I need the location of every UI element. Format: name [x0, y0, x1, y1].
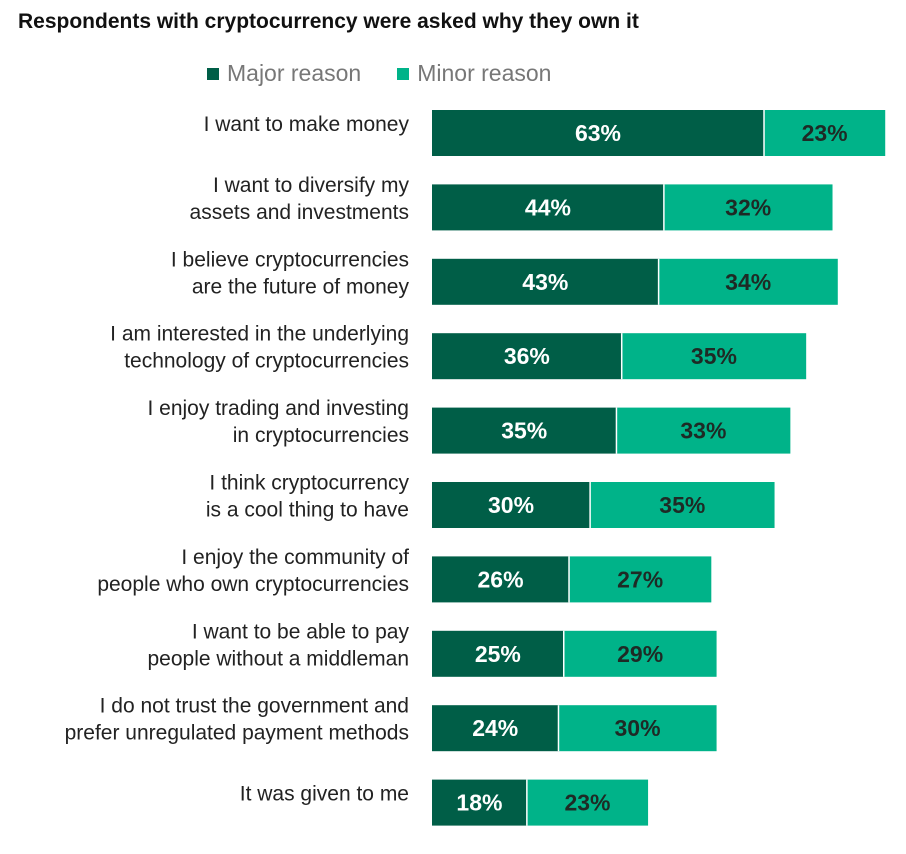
category-label: I want to make money [204, 113, 410, 136]
category-label-line: people without a middleman [148, 647, 410, 670]
category-label-line: It was given to me [240, 783, 409, 806]
bar-minor-reason [621, 333, 807, 380]
value-label-major: 35% [501, 418, 547, 444]
category-label-line: in cryptocurrencies [233, 424, 409, 447]
bar-major-reason [432, 258, 659, 305]
value-label-minor: 33% [680, 418, 726, 444]
category-label-line: I enjoy trading and investing [147, 397, 409, 420]
bar-minor-reason [563, 630, 717, 677]
category-label-line: are the future of money [192, 275, 410, 298]
bar-major-reason [432, 556, 570, 603]
bar-minor-reason [658, 258, 838, 305]
category-label-line: technology of cryptocurrencies [124, 350, 409, 373]
category-label-line: people who own cryptocurrencies [97, 573, 409, 596]
category-label-line: assets and investments [190, 201, 409, 224]
bar-major-reason [432, 630, 564, 677]
category-label: I think cryptocurrency is a cool thing to… [206, 472, 410, 522]
category-label: I enjoy the community of people who own c… [97, 546, 409, 596]
category-label-line: I want to be able to pay [192, 620, 410, 643]
category-label-line: I believe cryptocurrencies [171, 248, 409, 271]
legend-item-minor: Minor reason [397, 60, 551, 87]
bar-minor-reason [616, 407, 791, 454]
category-label-line: I enjoy the community of [181, 546, 409, 569]
bar-major-reason [432, 110, 765, 156]
value-label-major: 26% [477, 566, 523, 592]
category-label-line: I do not trust the government and [100, 695, 409, 718]
legend-item-major: Major reason [207, 60, 361, 87]
bar-minor-reason [569, 556, 712, 603]
value-label-minor: 34% [725, 269, 771, 295]
value-label-major: 18% [456, 790, 502, 816]
value-label-minor: 23% [802, 120, 848, 146]
bar-major-reason [432, 779, 527, 826]
value-label-minor: 27% [617, 566, 663, 592]
value-label-major: 36% [504, 343, 550, 369]
category-label-line: I want to make money [204, 113, 410, 136]
value-label-major: 63% [575, 120, 621, 146]
category-label-line: I think cryptocurrency [209, 472, 409, 495]
category-label: I want to be able to pay people without a… [148, 620, 410, 670]
value-label-major: 44% [525, 194, 571, 220]
legend-swatch-minor [397, 67, 410, 80]
category-label: I believe cryptocurrencies are the future… [171, 248, 410, 298]
bar-minor-reason [663, 184, 833, 231]
value-label-major: 43% [522, 269, 568, 295]
legend-swatch-major [207, 67, 219, 80]
bar-major-reason [432, 407, 617, 454]
category-label: It was given to me [240, 783, 409, 806]
legend: Major reason Minor reason [207, 60, 587, 87]
value-label-minor: 35% [691, 343, 737, 369]
value-label-major: 25% [475, 641, 521, 667]
value-label-major: 24% [472, 715, 518, 741]
value-label-minor: 35% [659, 492, 705, 518]
category-label-line: is a cool thing to have [206, 499, 409, 522]
category-label: I want to diversify my assets and investm… [190, 174, 410, 224]
bar-major-reason [432, 705, 559, 752]
value-label-minor: 30% [615, 715, 661, 741]
bar-minor-reason [526, 779, 649, 826]
category-label: I do not trust the government and prefer … [65, 695, 409, 745]
bar-minor-reason [558, 705, 717, 752]
value-label-major: 30% [488, 492, 534, 518]
bar-major-reason [432, 333, 622, 380]
bar-major-reason [432, 482, 591, 528]
bar-minor-reason [590, 482, 775, 528]
category-label-line: I am interested in the underlying [110, 323, 409, 346]
value-label-minor: 29% [617, 641, 663, 667]
bar-major-reason [432, 184, 664, 231]
bar-minor-reason [764, 110, 886, 156]
value-label-minor: 23% [564, 790, 610, 816]
category-label-line: prefer unregulated payment methods [65, 722, 409, 745]
value-label-minor: 32% [725, 194, 771, 220]
legend-label-minor: Minor reason [417, 60, 552, 86]
category-label: I enjoy trading and investing in cryptocu… [147, 397, 409, 447]
chart-title: Respondents with cryptocurrency were ask… [18, 10, 639, 33]
legend-label-major: Major reason [227, 60, 362, 86]
category-label-line: I want to diversify my [213, 174, 410, 197]
category-label: I am interested in the underlying technol… [110, 323, 409, 373]
